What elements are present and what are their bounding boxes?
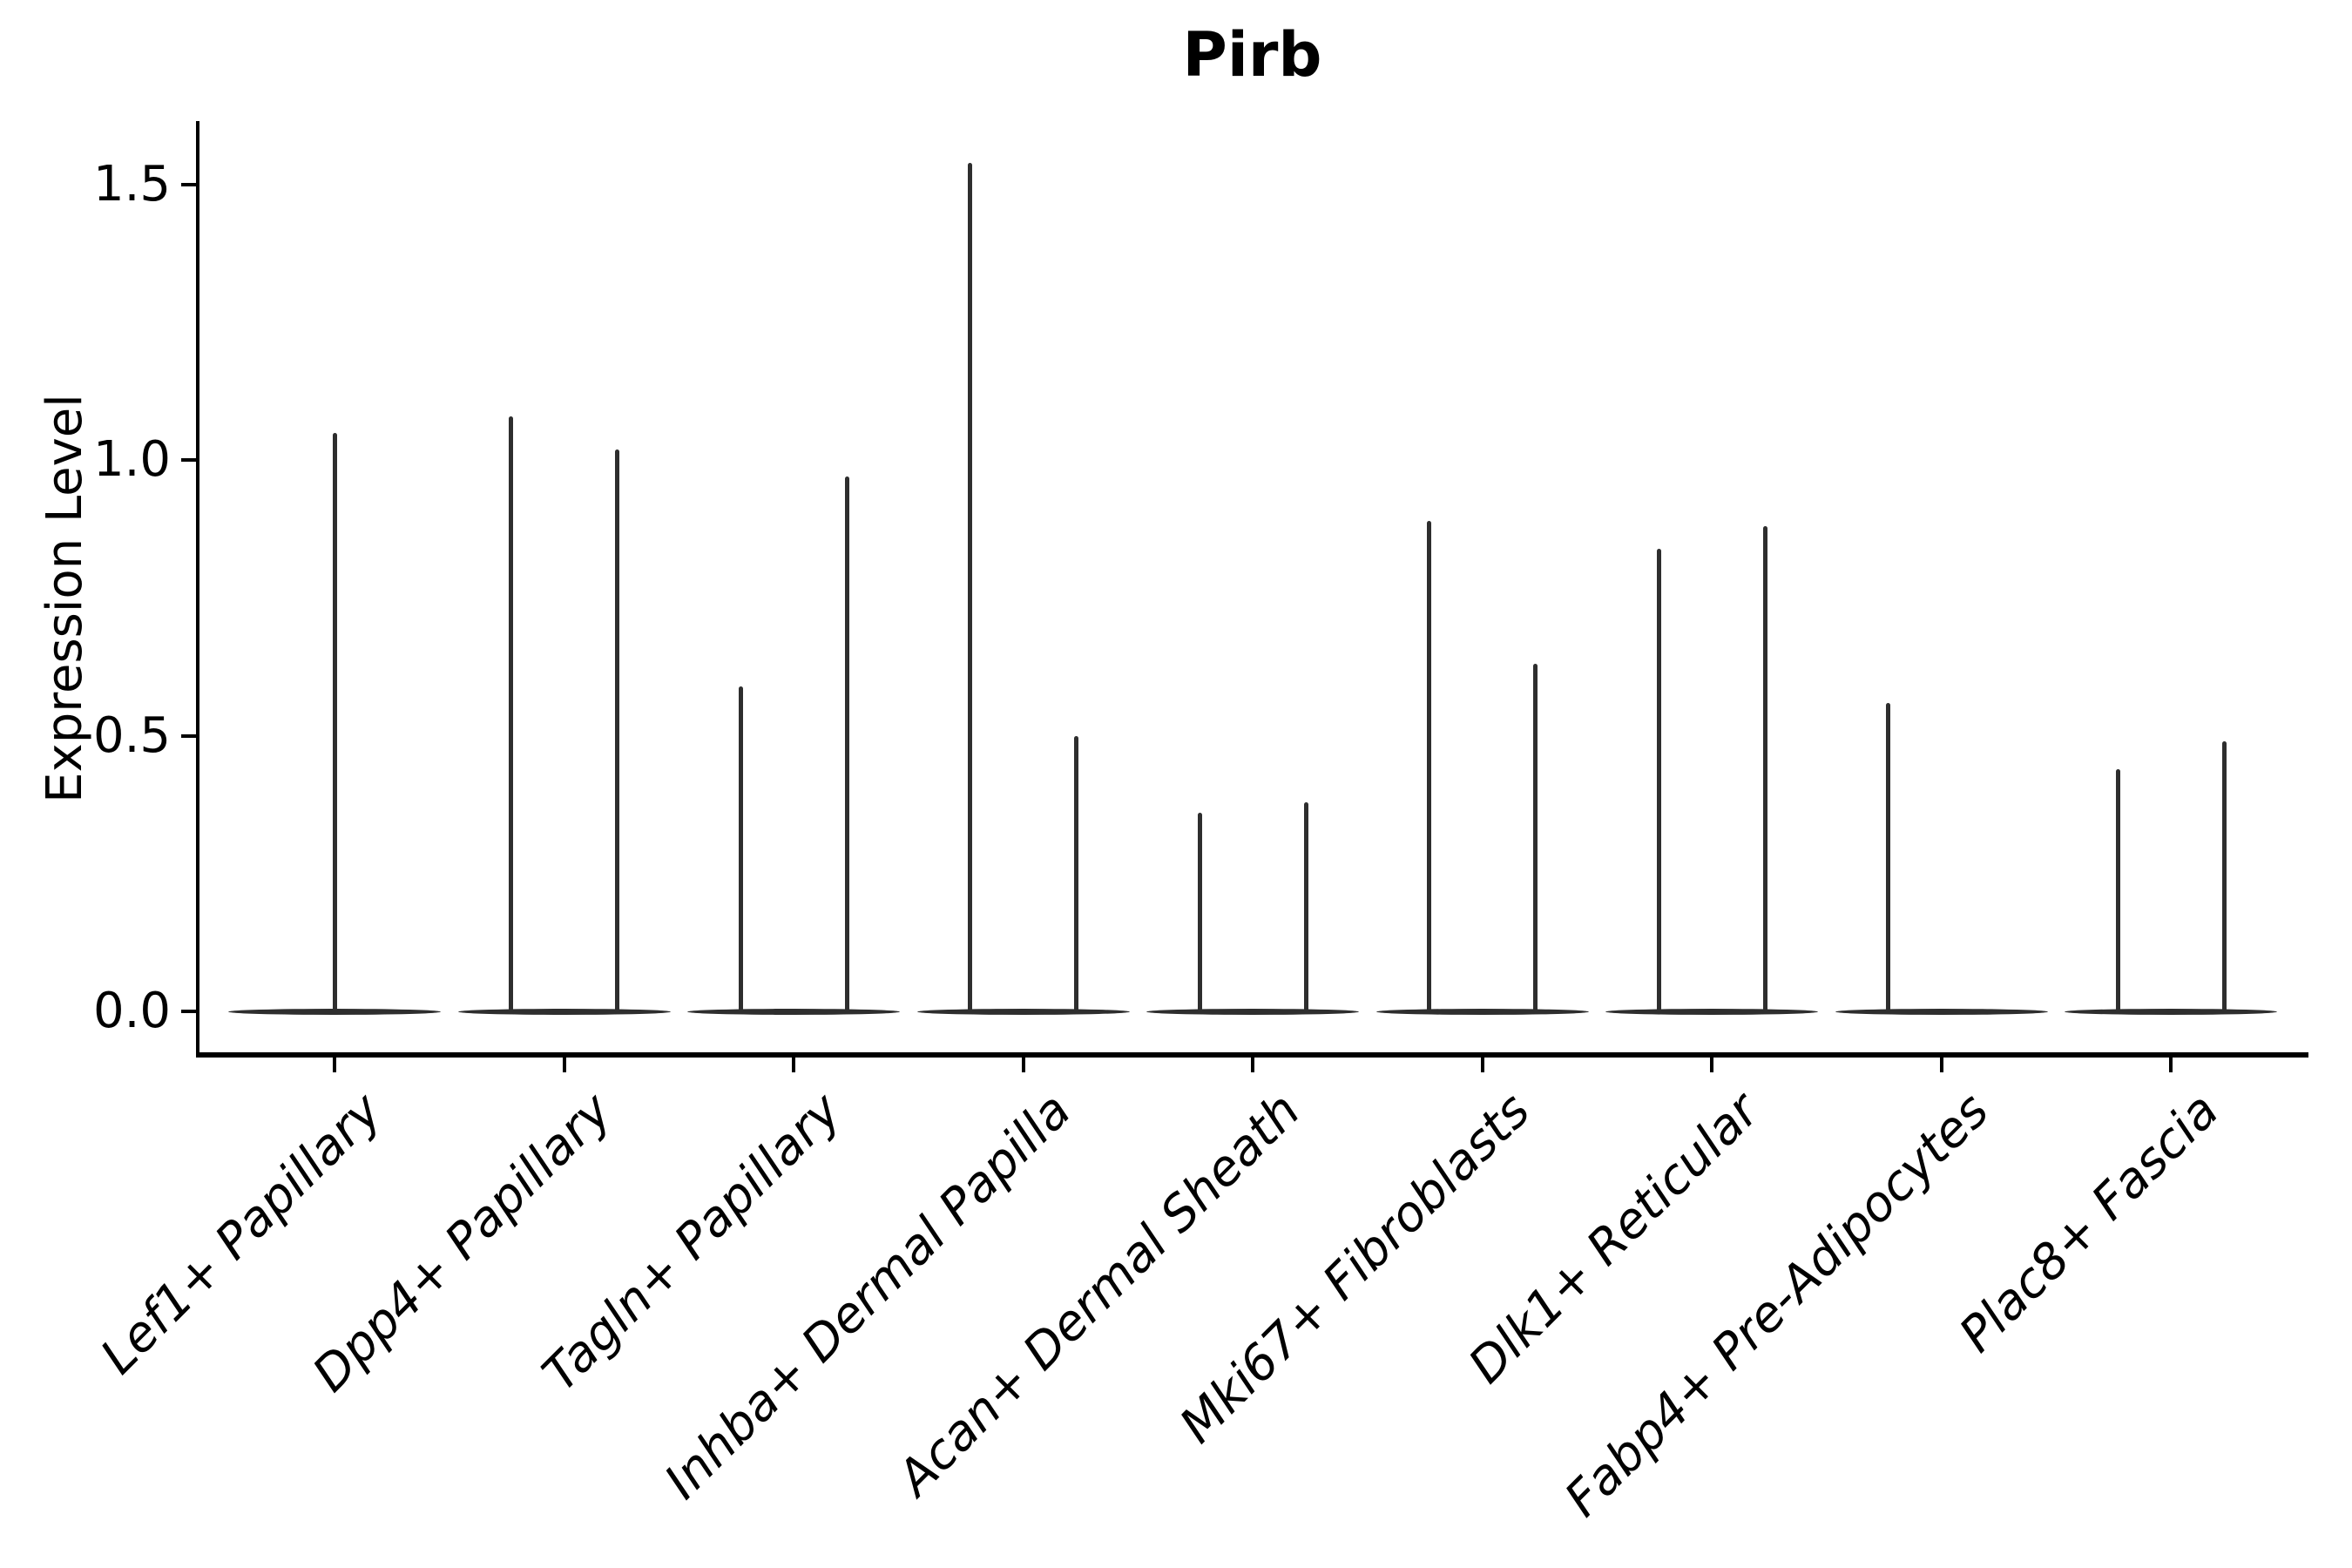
x-tick-label: Acan+ Dermal Sheath bbox=[887, 1082, 1312, 1507]
violin-spike bbox=[844, 476, 849, 1011]
x-axis-tick bbox=[2169, 1058, 2173, 1072]
violin-spike bbox=[738, 686, 743, 1011]
x-axis-tick bbox=[1939, 1058, 1943, 1072]
violin-spike bbox=[968, 162, 972, 1011]
violin-spike bbox=[1533, 664, 1538, 1011]
x-axis-tick bbox=[562, 1058, 566, 1072]
y-tick-label: 0.0 bbox=[92, 983, 171, 1039]
violin-baseline bbox=[1835, 1008, 2048, 1015]
y-tick-label: 1.5 bbox=[92, 155, 171, 213]
x-axis-tick bbox=[1480, 1058, 1484, 1072]
x-axis-tick bbox=[1710, 1058, 1713, 1072]
x-tick-label: Fabp4+ Pre-Adipocytes bbox=[1554, 1082, 2000, 1528]
violin-spike bbox=[2221, 740, 2227, 1011]
violin-baseline bbox=[1375, 1008, 1589, 1015]
violin-baseline bbox=[457, 1008, 671, 1015]
violin-spike bbox=[1303, 801, 1308, 1011]
violin-baseline bbox=[228, 1008, 441, 1015]
x-axis-tick bbox=[1251, 1058, 1254, 1072]
y-axis-label: Expression Level bbox=[37, 394, 93, 803]
violin-spike bbox=[332, 432, 337, 1011]
chart-title: Pirb bbox=[1182, 19, 1322, 91]
violin-spike bbox=[1074, 735, 1078, 1011]
y-axis-tick bbox=[181, 182, 196, 186]
violin-spike bbox=[1197, 813, 1202, 1011]
violin-baseline bbox=[2065, 1008, 2277, 1015]
violin-spike bbox=[1427, 520, 1431, 1011]
y-axis-tick bbox=[181, 733, 196, 738]
violin-spike bbox=[615, 449, 619, 1011]
x-axis-tick bbox=[333, 1058, 336, 1072]
y-axis-tick bbox=[181, 1010, 196, 1013]
violin-baseline bbox=[916, 1008, 1130, 1015]
x-axis-tick bbox=[1021, 1058, 1025, 1072]
x-axis-spine bbox=[196, 1052, 2308, 1058]
violin-baseline bbox=[687, 1008, 900, 1015]
violin-spike bbox=[2115, 768, 2120, 1011]
x-axis-tick bbox=[792, 1058, 795, 1072]
y-tick-label: 1.0 bbox=[92, 431, 171, 489]
y-axis-spine bbox=[196, 121, 199, 1058]
x-tick-label: Inhba+ Dermal Papilla bbox=[653, 1082, 1082, 1511]
violin-spike bbox=[509, 416, 513, 1011]
violin-spike bbox=[1656, 548, 1661, 1011]
violin-baseline bbox=[1605, 1008, 1818, 1015]
y-tick-label: 0.5 bbox=[92, 706, 171, 764]
violin-spike bbox=[1762, 526, 1767, 1011]
y-axis-tick bbox=[181, 458, 196, 463]
violin-baseline bbox=[1146, 1008, 1359, 1015]
violin-spike bbox=[1886, 702, 1890, 1011]
